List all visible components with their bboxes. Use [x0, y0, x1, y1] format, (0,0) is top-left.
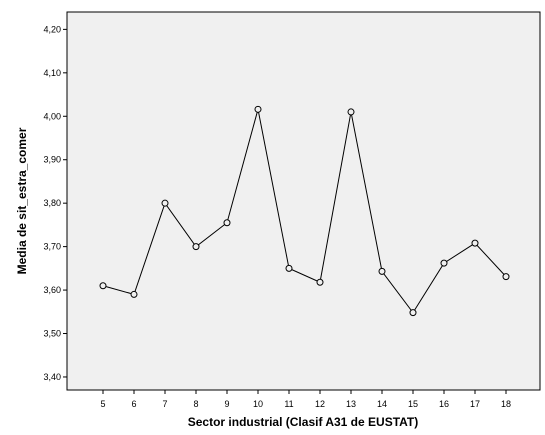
plot-area: [66, 11, 541, 391]
y-tick-label: 3,50: [43, 329, 61, 339]
y-tick-label: 3,70: [43, 242, 61, 252]
x-tick-label: 17: [470, 399, 480, 409]
y-tick-label: 3,80: [43, 198, 61, 208]
data-point: [192, 243, 200, 251]
data-point: [378, 267, 386, 275]
y-tick-label: 4,00: [43, 111, 61, 121]
x-tick-label: 7: [162, 399, 167, 409]
series-line: [102, 109, 507, 314]
x-tick-label: 6: [131, 399, 136, 409]
data-point: [471, 239, 479, 247]
y-tick-label: 4,20: [43, 24, 61, 34]
data-point: [347, 108, 355, 116]
data-point: [409, 309, 417, 317]
data-point: [502, 273, 510, 281]
y-tick-label: 3,90: [43, 155, 61, 165]
x-axis: 5 6 7 8 9 10 11 12 13 14 15 16 17 18: [100, 390, 511, 409]
x-tick-label: 13: [346, 399, 356, 409]
data-point: [254, 105, 262, 113]
x-tick-label: 9: [224, 399, 229, 409]
x-tick-label: 10: [253, 399, 263, 409]
data-point: [99, 282, 107, 290]
x-tick-label: 14: [377, 399, 387, 409]
y-axis-title: Media de sit_estra_comer: [15, 127, 29, 274]
x-tick-label: 11: [284, 399, 293, 409]
y-axis: 3,40 3,50 3,60 3,70 3,80 3,90 4,00 4,10 4,20: [43, 24, 67, 382]
data-point: [130, 290, 138, 298]
y-tick-label: 4,10: [43, 68, 61, 78]
x-tick-label: 8: [193, 399, 198, 409]
x-tick-label: 5: [100, 399, 105, 409]
x-axis-title: Sector industrial (Clasif A31 de EUSTAT): [188, 415, 418, 429]
data-point: [161, 199, 169, 207]
y-tick-label: 3,60: [43, 285, 61, 295]
x-tick-label: 15: [408, 399, 418, 409]
data-point: [223, 219, 231, 227]
data-point: [440, 259, 448, 267]
y-tick-label: 3,40: [43, 372, 61, 382]
data-point: [285, 264, 293, 272]
x-tick-label: 18: [501, 399, 511, 409]
x-tick-label: 16: [439, 399, 449, 409]
series-layer: [99, 105, 510, 317]
data-point: [316, 278, 324, 286]
x-tick-label: 12: [315, 399, 325, 409]
